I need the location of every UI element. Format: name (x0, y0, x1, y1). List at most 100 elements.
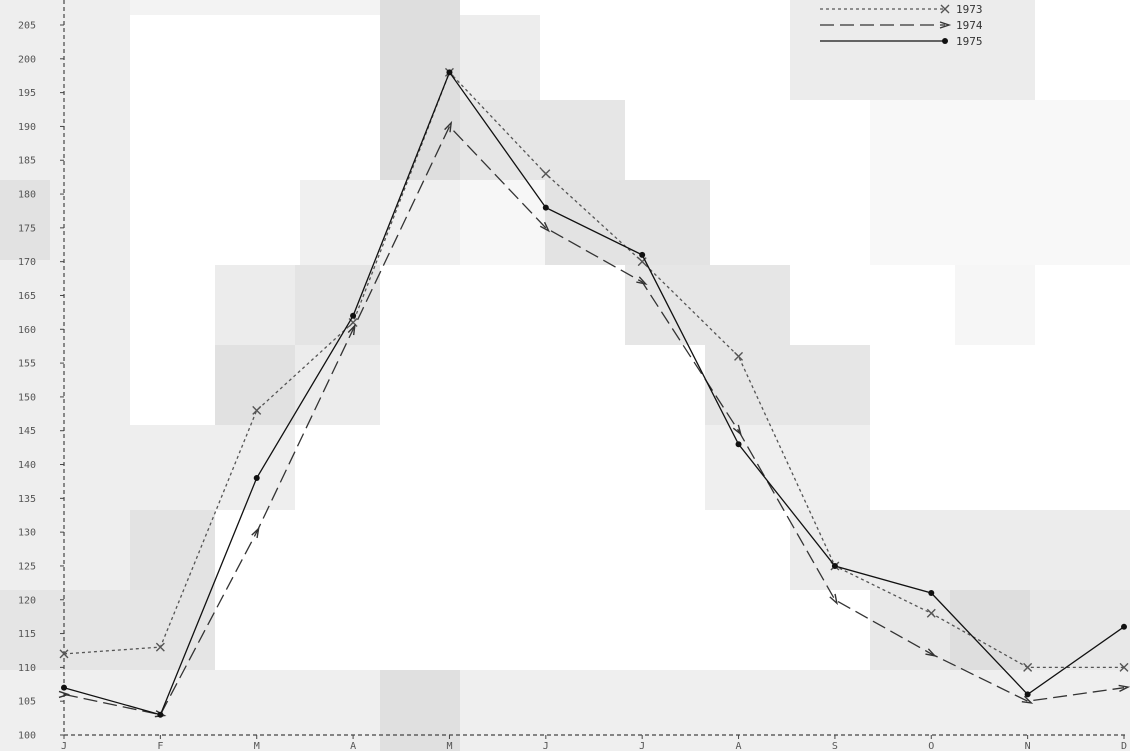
data-point (539, 221, 551, 233)
x-tick-label: M (254, 741, 260, 751)
series-line-1975 (63, 70, 1125, 716)
y-tick-label: 115 (18, 629, 36, 640)
x-tick-label: J (639, 741, 645, 751)
y-tick-label: 145 (18, 426, 36, 437)
y-tick-label: 195 (18, 88, 36, 99)
background-block (460, 15, 540, 100)
y-tick-label: 170 (18, 257, 36, 268)
background-block (0, 180, 50, 260)
x-tick-label: D (1121, 741, 1127, 751)
data-point (253, 475, 260, 482)
data-point (542, 204, 549, 211)
y-tick-label: 150 (18, 392, 36, 403)
background-block (705, 345, 870, 425)
y-tick-label: 100 (18, 731, 36, 742)
data-point (347, 323, 356, 336)
data-point (926, 608, 936, 618)
background-block (380, 670, 460, 751)
y-tick-label: 205 (18, 21, 36, 32)
background-block (955, 265, 1035, 345)
data-point (58, 690, 71, 699)
data-point (1021, 695, 1034, 704)
x-tick-label: N (1025, 741, 1031, 751)
x-tick-label: J (61, 741, 67, 751)
legend-entry-1974: 1974 (820, 19, 983, 32)
legend-label: 1973 (956, 3, 983, 16)
background-block (625, 265, 790, 345)
data-point (1121, 623, 1127, 630)
background-block (870, 100, 1130, 265)
data-point (350, 312, 357, 319)
background-block (460, 100, 625, 180)
x-tick-label: J (543, 741, 549, 751)
y-tick-label: 120 (18, 595, 36, 606)
background-block (380, 0, 460, 180)
data-point (446, 69, 453, 76)
background-block (130, 510, 215, 590)
background-block (300, 180, 460, 265)
background-block (545, 180, 710, 265)
data-point (155, 642, 165, 652)
y-tick-label: 185 (18, 156, 36, 167)
y-tick-label: 140 (18, 460, 36, 471)
data-point (444, 120, 453, 133)
y-tick-label: 105 (18, 697, 36, 708)
y-tick-label: 190 (18, 122, 36, 133)
legend-entry-1973: 1973 (820, 3, 983, 16)
y-tick-label: 200 (18, 54, 36, 65)
legend-marker (942, 38, 948, 44)
legend-label: 1975 (956, 35, 983, 48)
y-tick-label: 165 (18, 291, 36, 302)
legend-marker (940, 4, 950, 14)
series-1975 (61, 69, 1127, 718)
series-line-1974 (63, 125, 1125, 716)
data-point (831, 562, 838, 569)
y-tick-label: 135 (18, 494, 36, 505)
background-block (295, 345, 380, 425)
background-block (705, 425, 870, 510)
series-1973 (59, 67, 1129, 672)
data-point (925, 648, 937, 657)
y-tick-label: 110 (18, 663, 36, 674)
data-point (251, 526, 260, 539)
legend: 1973 1974 1975 (820, 3, 983, 48)
y-tick-label: 125 (18, 561, 36, 572)
y-tick-label: 155 (18, 359, 36, 370)
background-block (0, 590, 215, 670)
legend-entry-1975: 1975 (820, 35, 983, 48)
background-block (460, 180, 545, 265)
data-point (734, 351, 744, 361)
series-line-1973 (63, 71, 1124, 669)
legend-marker (939, 21, 952, 29)
background-block (130, 0, 380, 15)
background-block (295, 265, 380, 345)
axes: 100 105 110 115 120 125 130 135 140 145 150 155 160 1… (18, 0, 1128, 751)
background-block (0, 670, 1130, 751)
y-tick-label: 160 (18, 325, 36, 336)
data-point (735, 441, 742, 448)
x-tick-label: M (446, 741, 452, 751)
legend-label: 1974 (956, 19, 983, 32)
data-point (928, 590, 935, 596)
data-point (157, 711, 164, 718)
data-point (829, 593, 838, 606)
x-tick-label: A (350, 741, 356, 751)
background-block (790, 510, 1130, 590)
data-point (639, 251, 646, 258)
data-point (252, 405, 262, 415)
data-point (541, 169, 551, 179)
y-tick-label: 175 (18, 223, 36, 234)
y-tick-label: 130 (18, 528, 36, 539)
data-point (732, 424, 742, 436)
y-tick-label: 180 (18, 190, 36, 201)
x-tick-label: A (736, 741, 742, 751)
data-point (1024, 691, 1031, 698)
background-block (130, 425, 295, 510)
data-point (1119, 662, 1129, 672)
data-point (61, 684, 67, 691)
data-point (59, 649, 69, 659)
data-point (1023, 662, 1033, 672)
